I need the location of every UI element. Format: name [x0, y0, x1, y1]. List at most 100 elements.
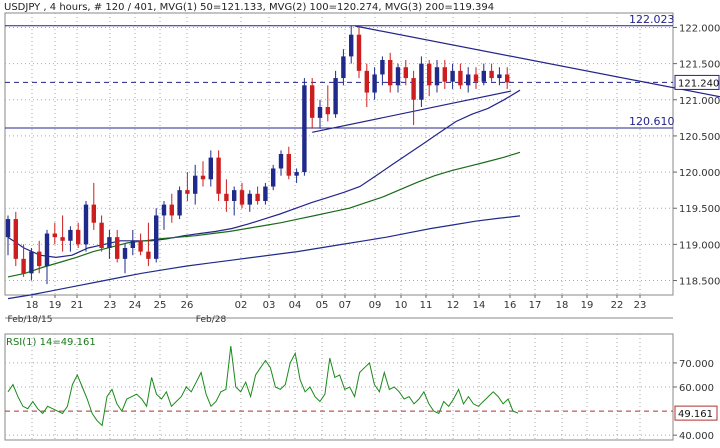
candle-body — [395, 67, 401, 86]
candle-body — [473, 74, 479, 82]
candle-body — [278, 154, 284, 169]
candles — [5, 26, 510, 285]
x-tick-label: 02 — [235, 300, 248, 311]
x-date-label: Feb/18/15 — [8, 315, 53, 325]
x-date-label: Feb/28 — [196, 315, 227, 325]
rsi-line-layer — [5, 345, 673, 427]
x-tick-label: 22 — [611, 300, 624, 311]
candle-body — [52, 233, 57, 238]
candle-body — [169, 204, 174, 216]
ma100-line — [7, 151, 521, 278]
candle-body — [239, 190, 245, 205]
candle-body — [177, 190, 182, 216]
x-tick-label: 18 — [26, 300, 39, 311]
candle-body — [216, 157, 221, 194]
candle-body — [403, 67, 408, 79]
candle-body — [21, 258, 26, 274]
candle-body — [161, 204, 167, 216]
candle-body — [91, 204, 96, 223]
x-tick-label: 25 — [154, 300, 167, 311]
x-tick-label: 24 — [129, 300, 142, 311]
candle-body — [364, 70, 369, 93]
candle-body — [107, 237, 112, 248]
candle-body — [466, 74, 471, 86]
x-tick-label: 23 — [634, 300, 647, 311]
x-tick-label: 19 — [49, 300, 62, 311]
candle-body — [200, 175, 206, 180]
ma200-line — [7, 215, 521, 300]
rsi-header: RSI(1) 14=49.161 — [6, 337, 96, 348]
trendline — [312, 90, 512, 133]
candle-body — [411, 78, 416, 100]
candle-body — [458, 70, 463, 86]
candle-body — [302, 85, 307, 173]
candle-body — [325, 107, 330, 115]
level-label: 120.610 — [629, 115, 675, 128]
candle-body — [115, 237, 120, 259]
candle-body — [154, 215, 159, 259]
candle-body — [380, 60, 385, 75]
rsi-y-tick-label: 70.000 — [679, 359, 714, 370]
candle-body — [333, 78, 338, 115]
x-tick-label: 04 — [289, 300, 302, 311]
y-tick-label: 118.500 — [679, 277, 720, 288]
x-tick-label: 03 — [263, 300, 276, 311]
candle-body — [388, 60, 393, 86]
rsi-grid — [5, 334, 673, 440]
candle-body — [450, 70, 455, 82]
x-tick-label: 11 — [420, 300, 433, 311]
candle-body — [294, 172, 299, 176]
x-tick-label: 10 — [395, 300, 408, 311]
candle-body — [434, 67, 440, 86]
candle-body — [37, 251, 42, 267]
x-axis: 18 19 21 23 24 25 26 02 03 04 05 07 09 10 11 12 14 16 17 18… — [8, 295, 647, 325]
x-tick-label: 09 — [369, 300, 382, 311]
chart-header: USDJPY , 4 hours, # 120 / 401, MVG(1) 50… — [4, 2, 494, 13]
horizontal-lines: 122.023 120.610 — [5, 13, 675, 129]
y-tick-label: 119.500 — [679, 204, 720, 215]
candle-body — [138, 240, 143, 252]
trendlines — [312, 25, 720, 133]
last-price-box — [674, 74, 720, 90]
candle-body — [271, 168, 276, 187]
x-tick-label: 21 — [71, 300, 84, 311]
candle-body — [122, 248, 128, 259]
candle-body — [146, 251, 151, 259]
candle-body — [193, 175, 198, 194]
last-price-label: 121.240 — [678, 78, 719, 89]
candle-body — [356, 34, 362, 71]
main-plot-frame — [4, 12, 674, 296]
candle-body — [442, 67, 447, 82]
candle-body — [286, 154, 291, 176]
level-label: 122.023 — [629, 13, 675, 26]
candle-body — [83, 204, 89, 245]
rsi-last-label: 49.161 — [678, 409, 713, 420]
main-grid — [5, 13, 673, 295]
candle-body — [13, 219, 18, 259]
main-y-axis: 118.500 119.000 119.500 120.000 120.500 121.0… — [673, 23, 720, 288]
candle-body — [99, 222, 104, 248]
x-tick-label: 26 — [181, 300, 194, 311]
candle-body — [481, 70, 486, 82]
candle-body — [372, 74, 377, 93]
x-tick-label: 19 — [581, 300, 594, 311]
candle-body — [255, 193, 260, 201]
ma50-line — [7, 89, 521, 259]
candle-body — [489, 70, 494, 79]
y-tick-label: 119.000 — [679, 240, 720, 251]
candle-body — [29, 251, 34, 274]
candle-body — [5, 219, 11, 238]
candle-body — [130, 240, 135, 248]
x-tick-label: 05 — [316, 300, 329, 311]
x-tick-label: 18 — [556, 300, 569, 311]
rsi-y-axis: 40.000 60.000 70.000 49.161 — [673, 359, 718, 442]
candle-body — [224, 193, 229, 201]
rsi-line — [7, 345, 519, 427]
y-tick-label: 120.500 — [679, 132, 720, 143]
candle-body — [247, 193, 252, 205]
x-tick-label: 07 — [339, 300, 352, 311]
rsi-last-box — [674, 405, 718, 421]
x-tick-label: 17 — [529, 300, 542, 311]
